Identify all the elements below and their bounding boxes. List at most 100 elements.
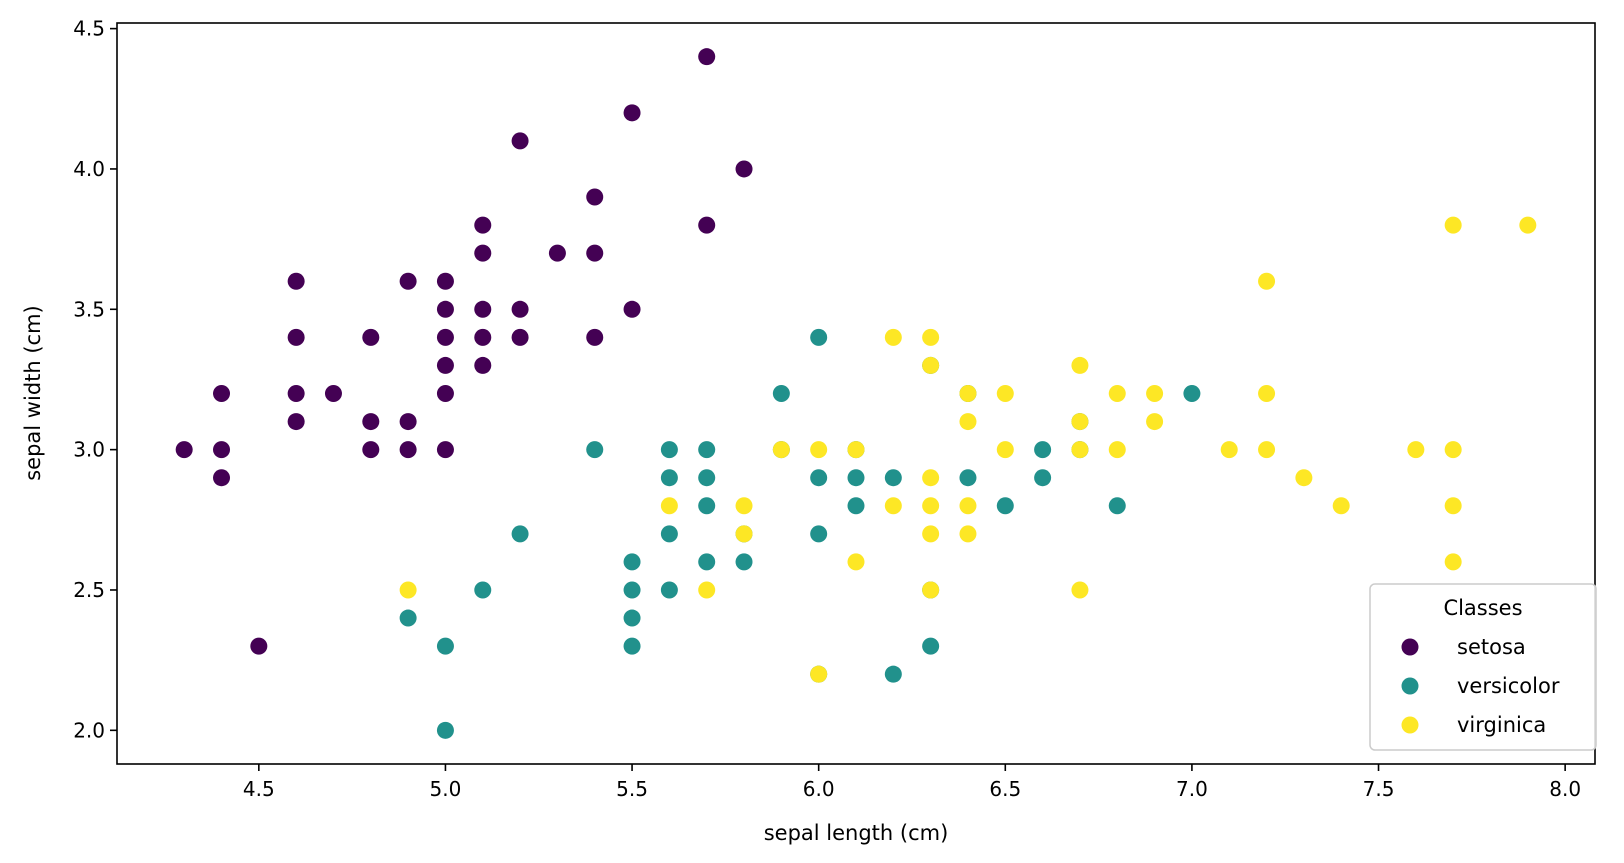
data-point-setosa <box>474 356 492 374</box>
legend-title: Classes <box>1443 596 1522 620</box>
y-tick-label: 4.5 <box>73 17 105 41</box>
data-point-setosa <box>287 385 305 402</box>
data-point-versicolor <box>623 609 641 627</box>
data-point-versicolor <box>884 469 902 487</box>
data-point-versicolor <box>660 581 678 599</box>
data-point-setosa <box>735 160 753 178</box>
x-axis-ticks: 4.5 5.0 5.5 6.0 6.5 7.0 7.5 8.0 <box>243 764 1581 801</box>
y-tick-label: 3.0 <box>73 438 105 462</box>
data-point-versicolor <box>623 637 641 655</box>
data-point-versicolor <box>1183 385 1201 402</box>
data-point-setosa <box>698 48 716 66</box>
legend-label-setosa: setosa <box>1457 635 1526 659</box>
data-point-versicolor <box>698 553 716 571</box>
data-point-virginica <box>996 385 1014 402</box>
data-point-virginica <box>810 441 828 459</box>
data-point-setosa <box>213 441 231 459</box>
data-point-versicolor <box>996 497 1014 515</box>
data-point-versicolor <box>586 441 604 459</box>
data-point-setosa <box>250 637 268 655</box>
data-point-virginica <box>1258 385 1276 402</box>
data-point-setosa <box>436 441 454 459</box>
data-point-setosa <box>436 300 454 318</box>
data-point-versicolor <box>810 469 828 487</box>
data-point-versicolor <box>623 553 641 571</box>
data-point-setosa <box>362 441 380 459</box>
data-point-virginica <box>959 385 977 402</box>
data-point-virginica <box>884 328 902 346</box>
y-tick-label: 2.0 <box>73 718 105 742</box>
data-point-versicolor <box>698 469 716 487</box>
data-point-virginica <box>1071 413 1089 431</box>
data-point-versicolor <box>810 328 828 346</box>
data-point-setosa <box>213 385 231 402</box>
data-point-setosa <box>698 216 716 234</box>
data-point-virginica <box>922 525 940 543</box>
data-point-virginica <box>1146 413 1164 431</box>
data-point-versicolor <box>660 469 678 487</box>
data-point-setosa <box>399 413 417 431</box>
data-point-versicolor <box>922 637 940 655</box>
legend-label-versicolor: versicolor <box>1457 674 1560 698</box>
data-point-virginica <box>660 497 678 515</box>
data-point-versicolor <box>959 469 977 487</box>
data-point-setosa <box>511 300 529 318</box>
data-point-setosa <box>175 441 193 459</box>
y-axis-ticks: 2.0 2.5 3.0 3.5 4.0 4.5 <box>73 17 117 742</box>
legend-marker-versicolor <box>1401 677 1419 695</box>
data-point-virginica <box>996 441 1014 459</box>
data-point-setosa <box>474 216 492 234</box>
legend-label-virginica: virginica <box>1457 713 1546 737</box>
data-point-virginica <box>847 441 865 459</box>
data-point-setosa <box>474 244 492 262</box>
data-point-versicolor <box>399 609 417 627</box>
data-point-virginica <box>922 356 940 374</box>
x-tick-label: 5.0 <box>430 777 462 801</box>
data-point-virginica <box>959 525 977 543</box>
data-point-virginica <box>1444 553 1462 571</box>
data-point-virginica <box>1258 441 1276 459</box>
data-point-versicolor <box>660 441 678 459</box>
data-point-virginica <box>1108 385 1126 402</box>
data-point-virginica <box>922 497 940 515</box>
data-point-virginica <box>698 581 716 599</box>
data-point-setosa <box>399 272 417 290</box>
data-point-versicolor <box>884 665 902 683</box>
data-point-setosa <box>586 244 604 262</box>
x-tick-label: 5.5 <box>616 777 648 801</box>
data-point-versicolor <box>735 553 753 571</box>
data-point-versicolor <box>698 497 716 515</box>
data-point-versicolor <box>810 525 828 543</box>
data-point-versicolor <box>847 469 865 487</box>
data-point-versicolor <box>436 721 454 739</box>
data-point-virginica <box>1071 581 1089 599</box>
data-point-setosa <box>436 328 454 346</box>
data-point-versicolor <box>1034 441 1052 459</box>
data-point-versicolor <box>511 525 529 543</box>
legend-box <box>1369 583 1597 751</box>
data-point-setosa <box>287 413 305 431</box>
data-point-setosa <box>548 244 566 262</box>
y-tick-label: 4.0 <box>73 157 105 181</box>
data-point-versicolor <box>698 441 716 459</box>
data-point-setosa <box>623 104 641 122</box>
x-tick-label: 6.5 <box>989 777 1021 801</box>
data-point-versicolor <box>474 581 492 599</box>
legend: Classes setosa versicolor virginica <box>1369 583 1597 751</box>
y-tick-label: 2.5 <box>73 578 105 602</box>
data-point-setosa <box>362 413 380 431</box>
data-point-virginica <box>1444 441 1462 459</box>
data-point-virginica <box>1071 441 1089 459</box>
x-axis-label: sepal length (cm) <box>764 821 949 845</box>
data-point-setosa <box>436 356 454 374</box>
data-point-versicolor <box>1108 497 1126 515</box>
data-point-virginica <box>1519 216 1537 234</box>
legend-items: setosa versicolor virginica <box>1401 635 1560 737</box>
data-point-versicolor <box>847 497 865 515</box>
data-point-setosa <box>436 272 454 290</box>
data-point-virginica <box>959 413 977 431</box>
data-point-virginica <box>847 553 865 571</box>
data-point-versicolor <box>660 525 678 543</box>
data-points <box>175 48 1537 739</box>
legend-marker-setosa <box>1401 638 1419 656</box>
